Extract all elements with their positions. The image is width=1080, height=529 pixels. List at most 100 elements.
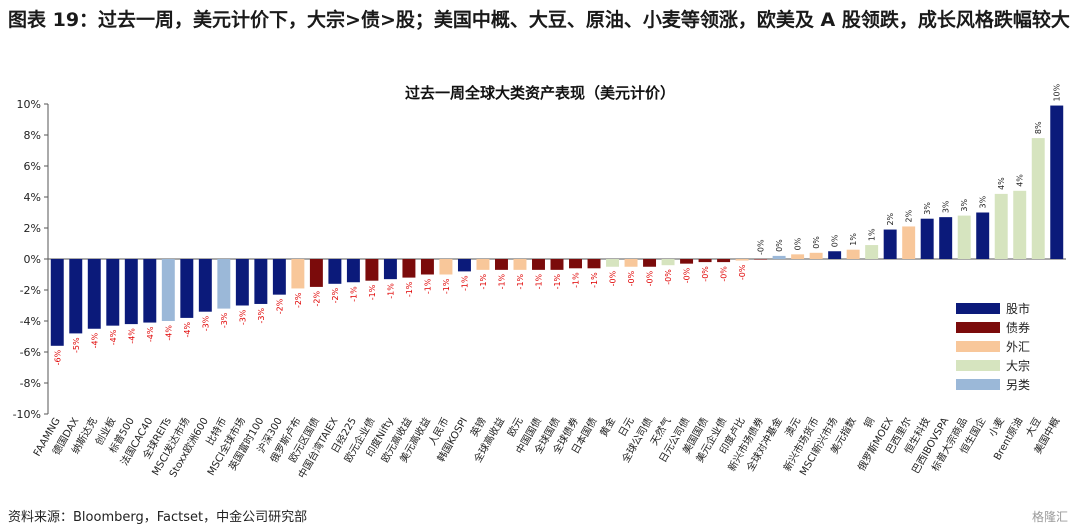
bar xyxy=(680,259,694,264)
y-tick-label: 8% xyxy=(24,129,41,142)
data-label: -1% xyxy=(479,273,488,289)
data-label: 0% xyxy=(812,236,821,249)
source-note: 资料来源：Bloomberg，Factset，中金公司研究部 xyxy=(8,510,308,525)
bar xyxy=(235,259,249,306)
data-label: -4% xyxy=(90,332,99,348)
data-label: -0% xyxy=(646,270,655,286)
data-label: -0% xyxy=(738,264,747,280)
axis-layer: -10% -8% -6% -4% -2% 0% 2% 4% 6% 8% 10% xyxy=(13,98,1066,421)
data-label: 2% xyxy=(905,209,914,222)
y-tick-label: -8% xyxy=(20,377,41,390)
bar xyxy=(476,259,490,270)
bar xyxy=(772,255,786,259)
data-label: -3% xyxy=(220,312,229,328)
data-label: -1% xyxy=(442,278,451,294)
data-label: 10% xyxy=(1053,83,1062,101)
category-label: 铜 xyxy=(862,416,877,431)
data-label: -0% xyxy=(609,270,618,286)
data-label: -4% xyxy=(164,325,173,341)
bar xyxy=(624,259,638,267)
bar xyxy=(161,259,175,321)
bar xyxy=(1050,105,1064,259)
bar xyxy=(920,218,934,259)
bar xyxy=(383,259,397,280)
data-label: -4% xyxy=(109,329,118,345)
bar xyxy=(587,259,601,269)
data-label: -2% xyxy=(331,287,340,303)
legend-label: 股市 xyxy=(1006,301,1030,316)
data-label: -4% xyxy=(183,322,192,338)
data-label: -1% xyxy=(553,273,562,289)
legend-swatch xyxy=(956,379,1000,390)
data-label: -2% xyxy=(275,298,284,314)
data-label: 4% xyxy=(1016,174,1025,187)
bar xyxy=(883,229,897,259)
bar xyxy=(365,259,379,281)
data-label: -0% xyxy=(627,270,636,286)
data-label: 0% xyxy=(794,237,803,250)
bar xyxy=(439,259,453,275)
bar xyxy=(550,259,564,270)
data-label: -1% xyxy=(460,275,469,291)
bar xyxy=(569,259,582,269)
bar-layer xyxy=(50,105,1064,346)
bar xyxy=(1013,190,1027,259)
bar xyxy=(661,259,675,266)
data-label: -1% xyxy=(590,272,599,288)
legend-swatch xyxy=(956,341,1000,352)
data-label: 3% xyxy=(923,202,932,215)
data-label: 1% xyxy=(868,228,877,241)
bar xyxy=(272,259,286,295)
figure-title: 图表 19：过去一周，美元计价下，大宗>债>股；美国中概、大豆、原油、小麦等领涨… xyxy=(8,9,1070,31)
bar xyxy=(532,259,545,270)
watermark-logo: 格隆汇 xyxy=(1031,510,1068,524)
bar xyxy=(939,217,953,259)
bar xyxy=(513,259,527,270)
bar xyxy=(124,259,138,325)
legend-swatch xyxy=(956,303,1000,314)
bar xyxy=(180,259,194,318)
data-label: -4% xyxy=(127,328,136,344)
y-tick-label: -6% xyxy=(20,346,41,359)
y-tick-label: 4% xyxy=(24,191,41,204)
y-tick-label: 2% xyxy=(24,222,41,235)
bar xyxy=(606,259,620,267)
data-label: -0% xyxy=(720,266,729,282)
data-label: 8% xyxy=(1034,121,1043,134)
data-label: -4% xyxy=(146,326,155,342)
legend-label: 外汇 xyxy=(1006,340,1030,354)
y-tick-label: -10% xyxy=(13,408,41,421)
bar xyxy=(87,259,101,329)
bar xyxy=(50,259,64,346)
bar xyxy=(643,259,657,267)
bar xyxy=(346,259,360,283)
bar xyxy=(1031,138,1045,259)
bar xyxy=(69,259,83,334)
bar xyxy=(994,193,1008,259)
data-label: 3% xyxy=(960,199,969,212)
legend-label: 大宗 xyxy=(1006,358,1030,373)
data-label: -3% xyxy=(238,309,247,325)
bar xyxy=(402,259,416,278)
y-tick-label: 10% xyxy=(17,98,41,111)
bar xyxy=(291,259,305,289)
legend-swatch xyxy=(956,360,1000,371)
bar xyxy=(865,245,879,259)
data-label: 0% xyxy=(775,239,784,252)
bar xyxy=(754,259,768,260)
bar xyxy=(420,259,434,275)
legend-label: 另类 xyxy=(1006,378,1030,392)
bar xyxy=(106,259,120,326)
data-label: -1% xyxy=(572,272,581,288)
data-label: -0% xyxy=(664,269,673,285)
bar xyxy=(957,215,971,259)
data-label: -1% xyxy=(386,283,395,299)
legend-label: 债券 xyxy=(1006,320,1030,335)
y-tick-label: 0% xyxy=(24,253,41,266)
data-label: -1% xyxy=(405,281,414,297)
y-tick-label: -2% xyxy=(20,284,41,297)
data-label: 4% xyxy=(997,177,1006,190)
data-label: -1% xyxy=(497,273,506,289)
bar xyxy=(976,212,990,259)
